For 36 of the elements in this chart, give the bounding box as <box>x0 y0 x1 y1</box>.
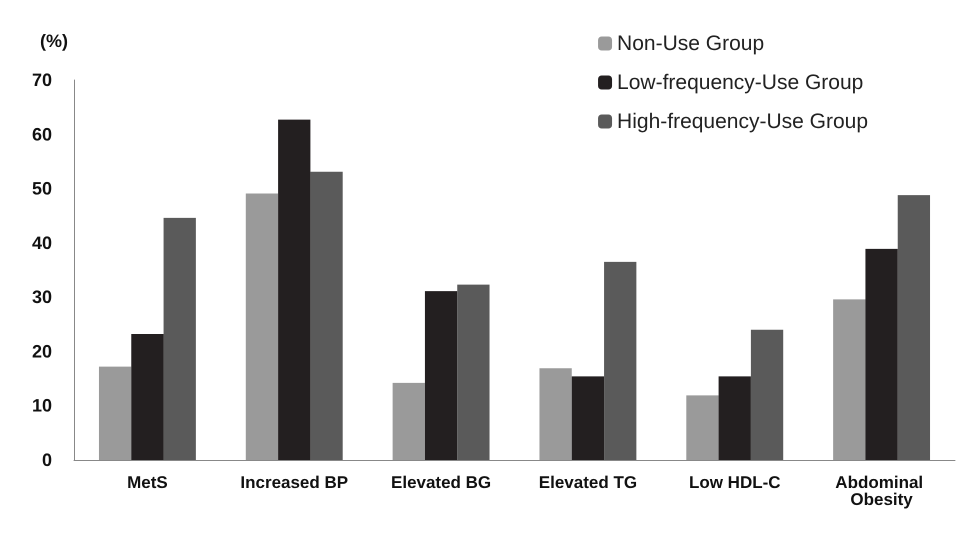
x-tick-label: Low HDL-C <box>688 473 781 492</box>
bar <box>310 172 343 460</box>
bar <box>98 366 132 460</box>
x-tick-label: Elevated TG <box>538 473 638 492</box>
bar <box>246 193 278 460</box>
bar <box>604 262 636 460</box>
x-tick-label: Increased BP <box>240 473 348 492</box>
y-tick-label: 70 <box>32 70 52 90</box>
bar <box>539 368 572 460</box>
bar <box>898 195 930 460</box>
x-tick-label: Abdominal Obesity <box>835 473 928 509</box>
bar <box>457 284 490 460</box>
bar <box>424 291 458 460</box>
y-tick-label: 60 <box>32 124 52 144</box>
bar <box>686 395 719 460</box>
bar <box>572 376 604 460</box>
y-tick-label: 0 <box>42 450 52 470</box>
y-tick-label: 40 <box>32 232 52 253</box>
bar <box>131 334 164 460</box>
bar <box>833 299 866 460</box>
bar <box>865 248 898 460</box>
bar <box>278 120 310 460</box>
legend-label: Low-frequency-Use Group <box>617 71 864 94</box>
y-tick-label: 20 <box>32 341 52 362</box>
y-tick-label: 50 <box>32 178 52 199</box>
legend-label: Non-Use Group <box>617 32 764 55</box>
bar <box>750 330 784 460</box>
y-tick-label: 10 <box>32 396 52 416</box>
bar <box>718 376 751 460</box>
y-axis-title: (%) <box>40 31 68 51</box>
bar <box>164 218 196 460</box>
x-tick-label: MetS <box>127 473 168 492</box>
x-tick-label: Elevated BG <box>391 473 492 492</box>
bar <box>392 382 425 460</box>
y-tick-label: 30 <box>32 287 52 308</box>
legend-label: High-frequency-Use Group <box>617 110 868 133</box>
